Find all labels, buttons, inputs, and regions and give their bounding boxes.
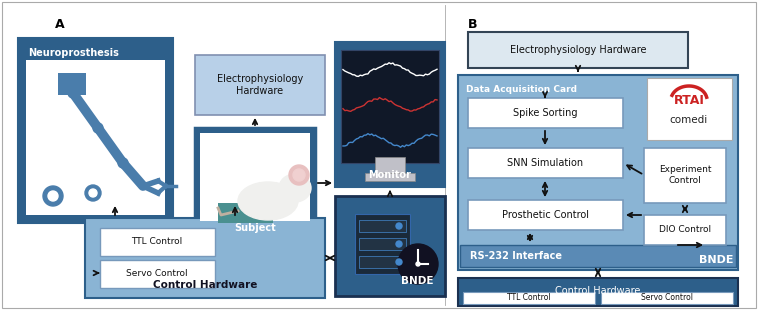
Circle shape [396, 259, 402, 265]
Bar [200, 133, 310, 221]
Text: Data Acquisition Card: Data Acquisition Card [466, 85, 577, 94]
Circle shape [398, 244, 438, 284]
Text: SNN Simulation: SNN Simulation [507, 158, 583, 168]
Text: Neuroprosthesis: Neuroprosthesis [28, 48, 119, 58]
Text: Experiment
Control: Experiment Control [659, 165, 711, 185]
Text: Servo Control: Servo Control [641, 294, 693, 303]
Bar [100, 228, 215, 256]
Text: Subject: Subject [234, 223, 276, 233]
Circle shape [396, 241, 402, 247]
Circle shape [93, 123, 103, 133]
Bar [335, 42, 445, 187]
Circle shape [293, 169, 305, 181]
Text: Servo Control: Servo Control [126, 269, 188, 278]
Text: Prosthetic Control: Prosthetic Control [502, 210, 588, 220]
Circle shape [68, 88, 78, 98]
Text: DIO Control: DIO Control [659, 225, 711, 234]
Bar [468, 148, 623, 178]
Bar [460, 245, 736, 267]
Bar [355, 214, 410, 274]
Text: BNDE: BNDE [400, 276, 433, 286]
Circle shape [43, 186, 63, 206]
Bar [463, 292, 595, 304]
Circle shape [48, 191, 58, 201]
Circle shape [289, 165, 309, 185]
Text: RS-232 Interface: RS-232 Interface [470, 251, 562, 261]
Bar [458, 75, 738, 270]
Text: TTL Control: TTL Control [131, 237, 183, 246]
Circle shape [416, 262, 420, 266]
Text: BNDE: BNDE [699, 255, 733, 265]
Circle shape [89, 189, 97, 197]
Bar [468, 200, 623, 230]
Text: Spike Sorting: Spike Sorting [512, 108, 578, 118]
Text: comedi: comedi [670, 115, 708, 125]
Circle shape [396, 223, 402, 229]
Bar [359, 220, 406, 232]
Bar [644, 148, 726, 203]
Text: Electrophysiology
Hardware: Electrophysiology Hardware [217, 74, 303, 96]
Bar [468, 32, 688, 68]
FancyBboxPatch shape [375, 157, 405, 175]
Ellipse shape [238, 182, 298, 220]
Text: A: A [55, 18, 64, 31]
Text: Control Hardware: Control Hardware [153, 280, 257, 290]
Text: Control Hardware: Control Hardware [556, 286, 641, 296]
Bar [195, 55, 325, 115]
Bar [458, 278, 738, 306]
Text: Electrophysiology Hardware: Electrophysiology Hardware [509, 45, 647, 55]
Bar [85, 218, 325, 298]
Bar [100, 260, 215, 288]
Text: Monitor: Monitor [368, 170, 412, 180]
Bar [335, 196, 445, 296]
Bar [359, 238, 406, 250]
Circle shape [118, 158, 128, 168]
Ellipse shape [279, 174, 311, 202]
Bar [218, 203, 273, 223]
Bar [195, 128, 315, 238]
Bar [26, 60, 165, 215]
FancyBboxPatch shape [365, 173, 415, 181]
Bar [341, 50, 439, 163]
Circle shape [85, 185, 101, 201]
Bar [647, 78, 732, 140]
Bar [601, 292, 733, 304]
Text: TTL Control: TTL Control [507, 294, 551, 303]
Bar [18, 38, 173, 223]
Bar [58, 73, 86, 95]
Bar [644, 215, 726, 245]
Text: B: B [468, 18, 478, 31]
Bar [359, 256, 406, 268]
Text: RTAI: RTAI [674, 94, 704, 107]
Bar [468, 98, 623, 128]
